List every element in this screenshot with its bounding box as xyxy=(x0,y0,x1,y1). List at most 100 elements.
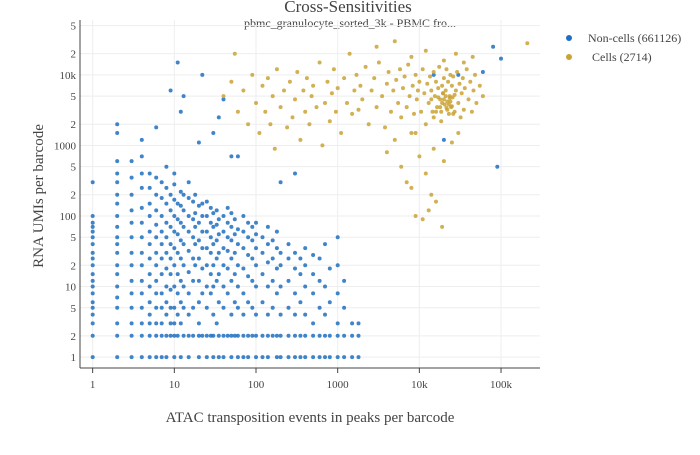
point-s0-322 xyxy=(260,272,265,277)
point-s0-26 xyxy=(115,272,120,277)
point-s0-116 xyxy=(164,235,169,240)
point-s0-285 xyxy=(235,284,240,289)
point-s0-287 xyxy=(235,242,240,247)
point-s0-302 xyxy=(246,253,251,257)
point-s0-244 xyxy=(216,333,221,338)
point-s0-340 xyxy=(274,266,279,271)
point-s0-262 xyxy=(225,266,230,271)
point-s0-268 xyxy=(229,333,234,338)
point-s1-164 xyxy=(449,140,454,145)
point-s1-59 xyxy=(386,70,391,74)
point-s0-96 xyxy=(154,125,159,130)
point-s0-173 xyxy=(186,333,191,338)
point-s0-312 xyxy=(254,333,258,338)
point-s1-116 xyxy=(458,115,463,120)
point-s0-60 xyxy=(139,263,144,268)
point-s1-171 xyxy=(440,224,445,229)
point-s1-168 xyxy=(420,217,425,222)
point-s0-306 xyxy=(250,305,255,310)
point-s0-370 xyxy=(303,312,308,317)
point-s0-290 xyxy=(241,355,246,360)
point-s0-14 xyxy=(90,235,95,240)
point-s0-309 xyxy=(250,238,255,243)
point-s0-76 xyxy=(147,256,152,261)
point-s0-91 xyxy=(154,235,159,240)
point-s0-44 xyxy=(129,291,134,296)
point-s1-96 xyxy=(440,83,445,88)
point-s1-157 xyxy=(399,164,404,169)
point-s0-124 xyxy=(168,287,173,292)
point-s0-105 xyxy=(159,229,164,234)
point-s0-74 xyxy=(147,284,152,289)
point-s0-163 xyxy=(181,333,186,338)
point-s0-386 xyxy=(323,333,327,338)
point-s0-245 xyxy=(216,300,221,305)
point-s0-379 xyxy=(311,253,316,257)
point-s0-294 xyxy=(241,266,246,271)
point-s0-381 xyxy=(317,333,322,338)
point-s1-136 xyxy=(461,60,466,65)
point-s0-345 xyxy=(278,312,283,317)
point-s0-131 xyxy=(168,88,173,93)
point-s0-115 xyxy=(164,250,169,255)
point-s0-275 xyxy=(229,154,234,159)
point-s0-321 xyxy=(260,300,265,305)
point-s0-136 xyxy=(172,284,177,289)
point-s0-300 xyxy=(246,300,251,305)
point-s1-14 xyxy=(272,146,277,151)
point-s1-0 xyxy=(221,94,226,99)
point-s1-156 xyxy=(384,150,389,155)
point-s1-35 xyxy=(327,119,332,124)
point-s0-389 xyxy=(323,242,327,247)
point-s0-9 xyxy=(90,272,95,277)
point-s0-401 xyxy=(342,333,347,338)
point-s0-249 xyxy=(216,217,221,222)
point-s0-239 xyxy=(214,256,219,261)
point-s1-170 xyxy=(426,208,431,213)
legend-item-non-cells[interactable]: Non-cells (661126) xyxy=(566,31,681,45)
point-s1-20 xyxy=(290,115,295,120)
point-s0-219 xyxy=(204,214,209,218)
point-s0-238 xyxy=(214,278,219,283)
point-s0-101 xyxy=(159,291,164,296)
point-s0-313 xyxy=(254,312,258,317)
point-s0-40 xyxy=(129,355,134,360)
point-s0-335 xyxy=(270,256,275,261)
point-s1-9 xyxy=(260,83,265,88)
point-s1-133 xyxy=(423,48,428,53)
point-s1-67 xyxy=(401,86,405,91)
point-s0-5 xyxy=(90,300,95,305)
point-s0-141 xyxy=(172,197,177,202)
point-s1-161 xyxy=(423,171,428,176)
point-s1-36 xyxy=(329,91,334,96)
point-s0-254 xyxy=(221,284,226,289)
point-s0-81 xyxy=(147,185,152,190)
point-s1-135 xyxy=(453,51,458,56)
point-s1-100 xyxy=(443,88,448,93)
point-s0-248 xyxy=(216,232,221,237)
point-s0-328 xyxy=(265,284,270,289)
point-s0-166 xyxy=(181,263,186,268)
point-s1-2 xyxy=(232,51,237,56)
point-s0-402 xyxy=(342,305,347,310)
point-s0-106 xyxy=(159,214,164,218)
point-s1-144 xyxy=(446,102,451,107)
legend-item-cells[interactable]: Cells (2714) xyxy=(566,50,652,64)
point-s0-99 xyxy=(159,321,164,326)
point-s0-291 xyxy=(241,333,246,338)
point-s1-34 xyxy=(325,79,330,84)
point-s0-85 xyxy=(154,321,159,326)
point-s0-348 xyxy=(278,250,283,255)
point-s1-166 xyxy=(429,192,434,197)
point-s0-205 xyxy=(200,291,205,296)
point-s0-58 xyxy=(139,291,144,296)
point-s1-114 xyxy=(456,101,461,105)
point-s0-37 xyxy=(115,159,120,164)
point-s0-255 xyxy=(221,263,226,268)
point-s0-80 xyxy=(147,201,152,206)
point-s0-250 xyxy=(216,115,221,120)
point-s0-241 xyxy=(214,222,219,227)
point-s1-88 xyxy=(431,70,436,74)
point-s0-351 xyxy=(286,333,291,338)
point-s0-31 xyxy=(115,224,120,229)
